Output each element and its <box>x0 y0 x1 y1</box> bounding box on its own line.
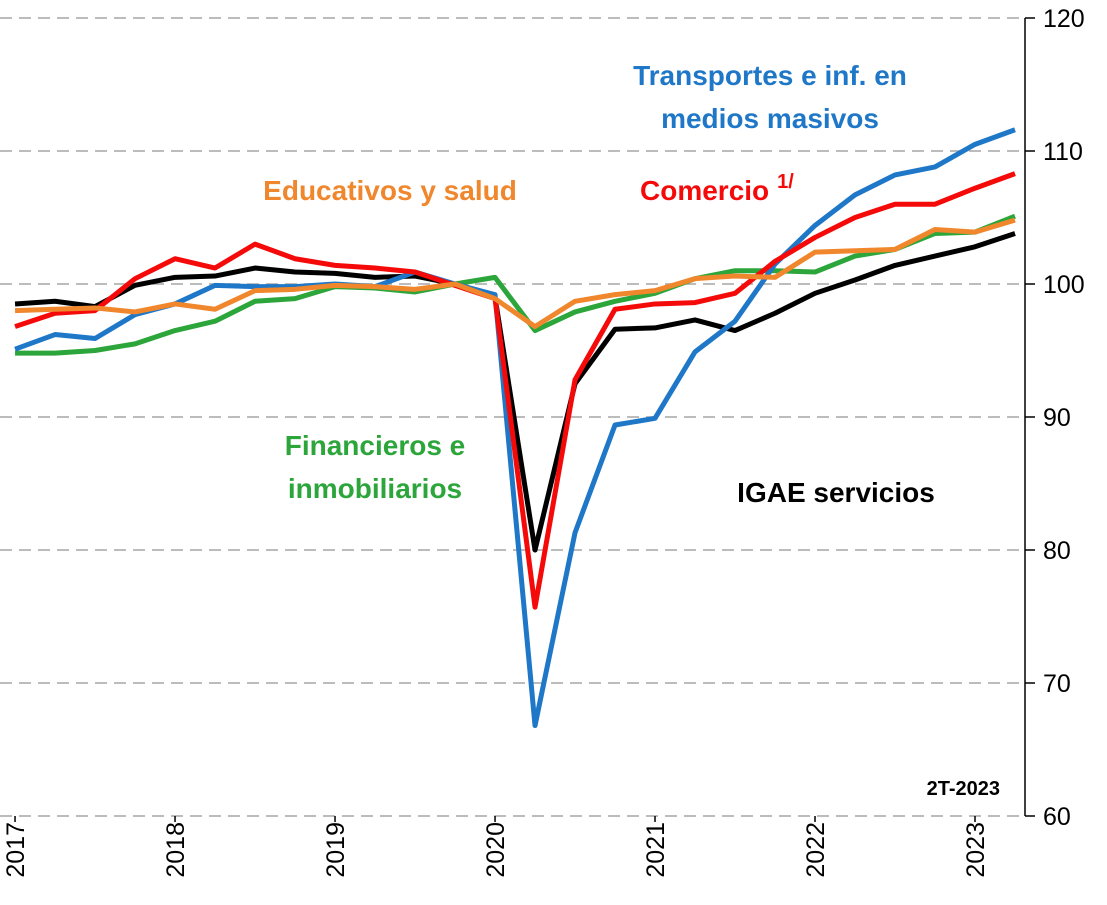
y-tick-label: 110 <box>1043 138 1083 166</box>
series-label-line: Transportes e inf. en <box>633 60 907 91</box>
series-label-line: medios masivos <box>661 103 879 134</box>
x-tick-label: 2019 <box>322 822 350 878</box>
x-tick-label: 2022 <box>802 822 830 878</box>
series-label: Financieros e inmobiliarios <box>285 430 466 504</box>
series-line <box>15 213 1016 356</box>
series-line <box>14 171 1016 610</box>
y-tick-label: 90 <box>1043 404 1071 432</box>
series-line <box>14 127 1016 729</box>
series-label-line: inmobiliarios <box>288 473 462 504</box>
series-line <box>14 217 1016 330</box>
y-tick-label: 60 <box>1043 803 1071 831</box>
x-tick-label: 2017 <box>2 822 30 878</box>
x-tick-label: 2023 <box>962 822 990 878</box>
y-tick-label: 80 <box>1043 537 1071 565</box>
series-note: 1/ <box>777 171 794 193</box>
y-tick-label: 70 <box>1043 670 1071 698</box>
series-label-line: Comercio <box>640 175 769 206</box>
series-label: Transportes e inf. en medios masivos <box>633 60 907 134</box>
period-note: 2T-2023 <box>927 778 1000 800</box>
x-tick-label: 2021 <box>642 822 670 878</box>
series-label: IGAE servicios <box>737 477 935 508</box>
y-tick-label: 100 <box>1043 271 1085 299</box>
x-tick-label: 2020 <box>482 822 510 878</box>
y-tick-label: 120 <box>1043 5 1085 33</box>
series-label: Educativos y salud <box>263 175 517 206</box>
series-label-line: IGAE servicios <box>737 477 935 508</box>
series-label-line: Financieros e <box>285 430 466 461</box>
series-label: Comercio 1/ <box>640 171 794 206</box>
series-line <box>14 231 1016 553</box>
series-label-line: Educativos y salud <box>263 175 517 206</box>
x-tick-label: 2018 <box>162 822 190 878</box>
